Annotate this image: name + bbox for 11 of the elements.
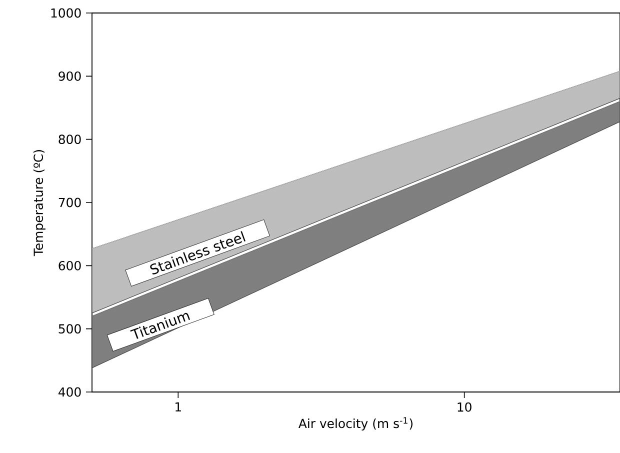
y-tick-label: 600 [58,260,81,270]
y-tick-label: 400 [58,387,81,397]
y-axis-title: Temperature (ºC) [33,150,46,256]
x-tick-label: 1 [176,402,181,412]
y-tick-label: 1000 [51,8,81,18]
y-tick-label: 800 [58,134,81,144]
x-tick-label: 10 [458,402,472,412]
y-tick-label: 900 [58,71,81,81]
y-tick-label: 700 [58,198,81,208]
x-axis-title: Air velocity (m s$^{-1}$) [298,417,413,431]
y-tick-label: 500 [58,324,81,334]
